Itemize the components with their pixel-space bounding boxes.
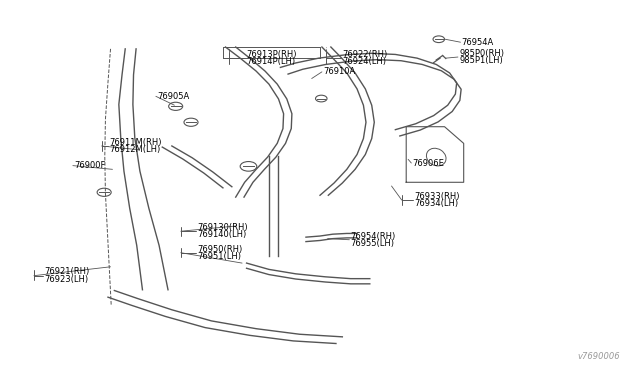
Text: 76923(LH): 76923(LH) (44, 275, 88, 284)
Text: 76912M(LH): 76912M(LH) (109, 145, 161, 154)
Text: 76933(RH): 76933(RH) (415, 192, 460, 201)
Text: 76950(RH): 76950(RH) (197, 244, 243, 253)
Text: 76954A: 76954A (462, 38, 494, 47)
Text: 769130(RH): 769130(RH) (197, 223, 248, 232)
Text: 76905A: 76905A (157, 92, 189, 101)
Text: 76922(RH): 76922(RH) (342, 50, 388, 59)
Text: 76955(LH): 76955(LH) (351, 239, 395, 248)
Text: 76954(RH): 76954(RH) (351, 231, 396, 241)
Text: 76914P(LH): 76914P(LH) (246, 57, 296, 66)
Text: 76934(LH): 76934(LH) (415, 199, 459, 208)
Text: 76911M(RH): 76911M(RH) (109, 138, 162, 147)
Text: 76951(LH): 76951(LH) (197, 252, 241, 261)
Text: 76900F: 76900F (74, 161, 106, 170)
Text: 985P0(RH): 985P0(RH) (460, 49, 504, 58)
Text: 985P1(LH): 985P1(LH) (460, 56, 503, 65)
Text: 76910A: 76910A (323, 67, 355, 76)
Ellipse shape (426, 148, 446, 166)
Text: 76924(LH): 76924(LH) (342, 57, 387, 66)
Text: 76913P(RH): 76913P(RH) (246, 50, 297, 59)
Text: 76906E: 76906E (413, 158, 444, 167)
Text: 769140(LH): 769140(LH) (197, 230, 246, 240)
Text: v7690006: v7690006 (577, 352, 620, 361)
Text: 76921(RH): 76921(RH) (44, 267, 90, 276)
